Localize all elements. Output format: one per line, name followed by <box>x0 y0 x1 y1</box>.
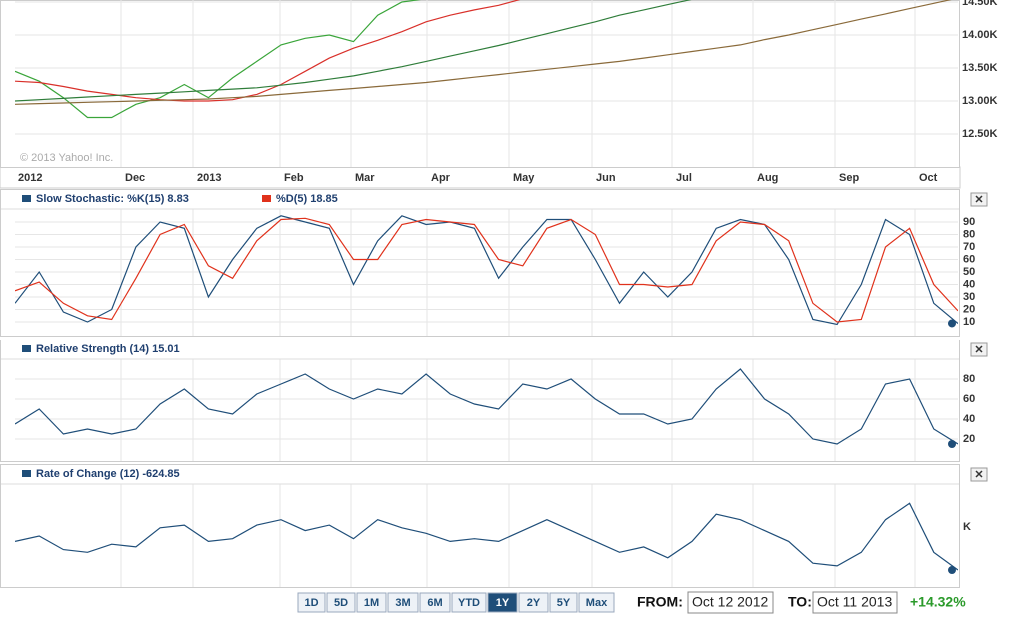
series-line <box>15 0 422 119</box>
y-tick-label: 70 <box>963 241 975 253</box>
legend-label: Relative Strength (14) 15.01 <box>36 343 180 355</box>
y-tick-label: 60 <box>963 393 975 405</box>
to-input[interactable] <box>812 591 898 614</box>
panel-header <box>1 465 959 484</box>
y-tick-label: 10 <box>963 316 975 328</box>
range-button[interactable] <box>326 592 356 613</box>
y-tick-label: 80 <box>963 228 975 240</box>
y-tick-label: 90 <box>963 216 975 228</box>
panel-frame <box>0 340 960 462</box>
panel-header <box>1 340 959 359</box>
y-tick-label: 60 <box>963 253 975 265</box>
x-tick-label: Aug <box>757 172 778 184</box>
range-button[interactable] <box>578 592 615 613</box>
x-tick-label: Apr <box>431 172 451 184</box>
range-button[interactable] <box>518 592 549 613</box>
y-tick-label: 40 <box>963 413 975 425</box>
y-tick-label: 14.50K <box>962 0 998 8</box>
y-tick-label: 20 <box>963 303 975 315</box>
range-button[interactable] <box>451 592 487 613</box>
close-icon[interactable] <box>975 470 983 478</box>
range-button-label[interactable]: 1Y <box>496 597 510 609</box>
x-tick-label: Sep <box>839 172 859 184</box>
x-tick-label: 2012 <box>18 172 42 184</box>
plot-area <box>15 484 958 587</box>
y-tick-label: 12.50K <box>962 128 998 140</box>
range-button[interactable] <box>419 592 451 613</box>
from-value[interactable]: Oct 12 2012 <box>692 594 768 610</box>
legend-swatch <box>22 470 31 477</box>
y-tick-label: 14.00K <box>962 29 998 41</box>
y-tick-label: 20 <box>963 433 975 445</box>
legend-swatch <box>22 195 31 202</box>
x-tick-label: Oct <box>919 172 938 184</box>
y-tick-label: 50 <box>963 266 975 278</box>
from-label: FROM: <box>637 594 683 610</box>
range-button[interactable] <box>487 592 518 613</box>
close-icon[interactable] <box>975 195 983 203</box>
y-tick-label: 40 <box>963 278 975 290</box>
panel-frame <box>0 0 960 168</box>
range-button-label[interactable]: 3M <box>395 597 410 609</box>
series-line <box>15 215 958 326</box>
legend-label: Slow Stochastic: %K(15) 8.83 <box>36 193 189 205</box>
plot-area <box>15 0 958 167</box>
y-tick-label: 13.00K <box>962 95 998 107</box>
range-button-label[interactable]: 5Y <box>557 597 571 609</box>
plot-area <box>15 359 958 461</box>
legend-label: %D(5) 18.85 <box>276 193 338 205</box>
y-tick-label: 30 <box>963 291 975 303</box>
end-marker <box>948 566 956 575</box>
x-tick-label: Mar <box>355 172 375 184</box>
to-value[interactable]: Oct 11 2013 <box>817 594 892 610</box>
plot-area <box>15 209 958 336</box>
panel-header <box>1 190 959 209</box>
range-button[interactable] <box>387 592 419 613</box>
change-value: +14.32% <box>910 594 966 610</box>
to-label: TO: <box>788 594 812 610</box>
end-marker <box>948 439 956 448</box>
series-line <box>15 217 958 323</box>
legend-label: Rate of Change (12) -624.85 <box>36 468 180 480</box>
range-button[interactable] <box>549 592 578 613</box>
x-tick-label: Feb <box>284 172 304 184</box>
range-button-label[interactable]: 1M <box>364 597 379 609</box>
range-button-label[interactable]: 2Y <box>527 597 541 609</box>
range-button[interactable] <box>356 592 387 613</box>
y-tick-label: 13.50K <box>962 62 998 74</box>
x-tick-label: Dec <box>125 172 145 184</box>
y-tick-label: 80 <box>963 373 975 385</box>
panel-frame <box>0 464 960 588</box>
x-tick-label: Jun <box>596 172 616 184</box>
series-line <box>15 0 692 102</box>
range-button-label[interactable]: 1D <box>304 597 318 609</box>
legend-swatch <box>22 345 31 352</box>
range-button-label[interactable]: 5D <box>334 597 348 609</box>
x-tick-label: 2013 <box>197 172 221 184</box>
series-line <box>15 0 952 105</box>
range-button-label[interactable]: 6M <box>427 597 442 609</box>
series-line <box>15 368 958 445</box>
range-button-label[interactable]: Max <box>586 597 608 609</box>
series-line <box>15 502 958 571</box>
end-marker <box>948 319 956 328</box>
axis-label: K <box>963 521 971 533</box>
from-input[interactable] <box>687 591 774 614</box>
x-tick-label: Jul <box>676 172 692 184</box>
credit: © 2013 Yahoo! Inc. <box>20 152 113 164</box>
x-tick-label: May <box>513 172 535 184</box>
legend-swatch <box>262 195 271 202</box>
range-button-label[interactable]: YTD <box>458 597 480 609</box>
panel-frame <box>0 189 960 337</box>
close-icon[interactable] <box>975 345 983 353</box>
range-button[interactable] <box>297 592 326 613</box>
